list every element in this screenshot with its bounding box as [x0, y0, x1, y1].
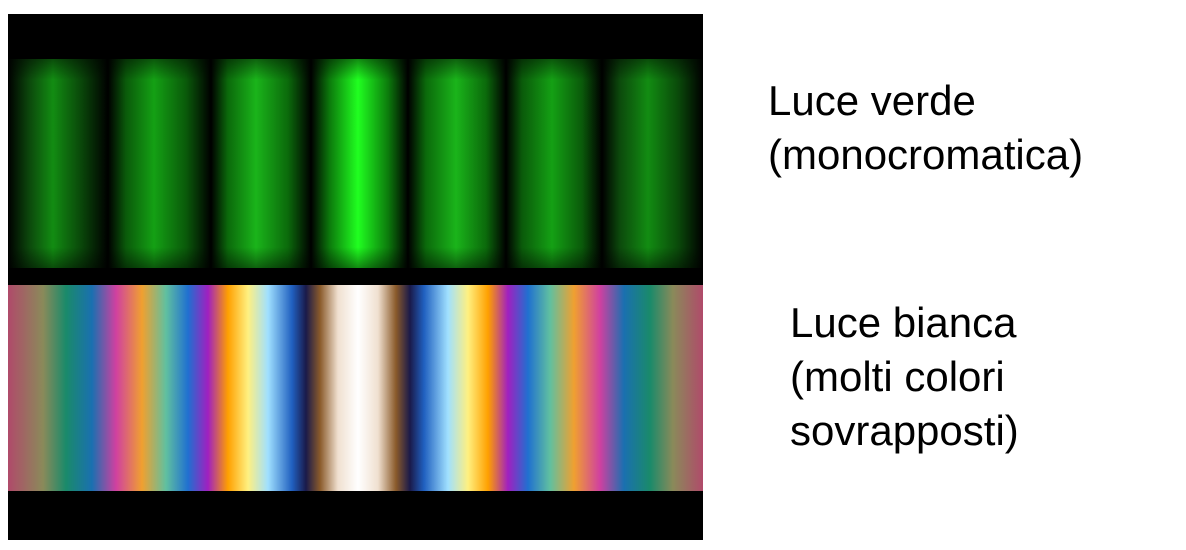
green-light-fringe-band — [8, 59, 703, 268]
green-light-label: Luce verde (monocromatica) — [768, 74, 1083, 182]
white-light-label-line-3: sovrapposti) — [790, 407, 1019, 454]
green-light-label-line-2: (monocromatica) — [768, 131, 1084, 178]
interference-fringes-image — [8, 14, 703, 540]
white-light-fringe-band — [8, 285, 703, 491]
green-light-label-line-1: Luce verde — [768, 77, 976, 124]
white-light-label: Luce bianca (molti colori sovrapposti) — [790, 296, 1019, 458]
white-light-label-line-1: Luce bianca — [790, 299, 1017, 346]
white-light-label-line-2: (molti colori — [790, 353, 1005, 400]
